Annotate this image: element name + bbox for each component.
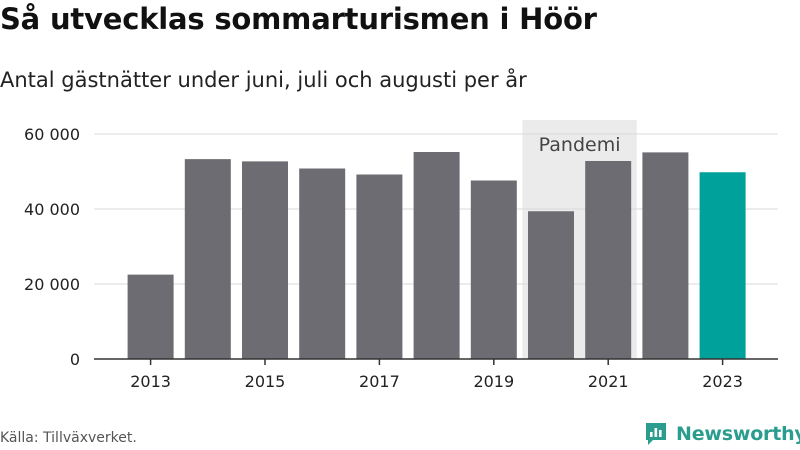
x-tick-label: 2013 — [130, 372, 171, 391]
y-tick-label: 0 — [70, 350, 80, 369]
x-tick-label: 2019 — [473, 372, 514, 391]
y-tick-label: 20 000 — [24, 275, 80, 294]
bar — [528, 211, 574, 359]
chart-subtitle: Antal gästnätter under juni, juli och au… — [0, 68, 527, 92]
bar — [356, 174, 403, 359]
bar — [242, 161, 288, 359]
bar — [585, 161, 632, 359]
bar — [642, 152, 689, 359]
y-tick-label: 40 000 — [24, 200, 80, 219]
bar — [127, 274, 174, 359]
source-note: Källa: Tillväxverket. — [0, 430, 137, 446]
chart-title: Så utvecklas sommarturismen i Höör — [0, 2, 597, 36]
newsworthy-logo-icon — [646, 423, 666, 445]
brand-logo: Newsworthy — [644, 420, 800, 448]
bar — [413, 152, 460, 359]
x-tick-label: 2023 — [702, 372, 743, 391]
pandemic-label: Pandemi — [539, 134, 621, 156]
x-tick-label: 2017 — [359, 372, 400, 391]
y-tick-label: 60 000 — [24, 125, 80, 144]
bar-highlight — [699, 172, 746, 359]
bar — [299, 168, 346, 359]
bar — [470, 180, 517, 359]
x-tick-label: 2021 — [588, 372, 629, 391]
brand-name: Newsworthy — [676, 423, 800, 445]
x-tick-label: 2015 — [245, 372, 286, 391]
bar — [184, 159, 231, 359]
